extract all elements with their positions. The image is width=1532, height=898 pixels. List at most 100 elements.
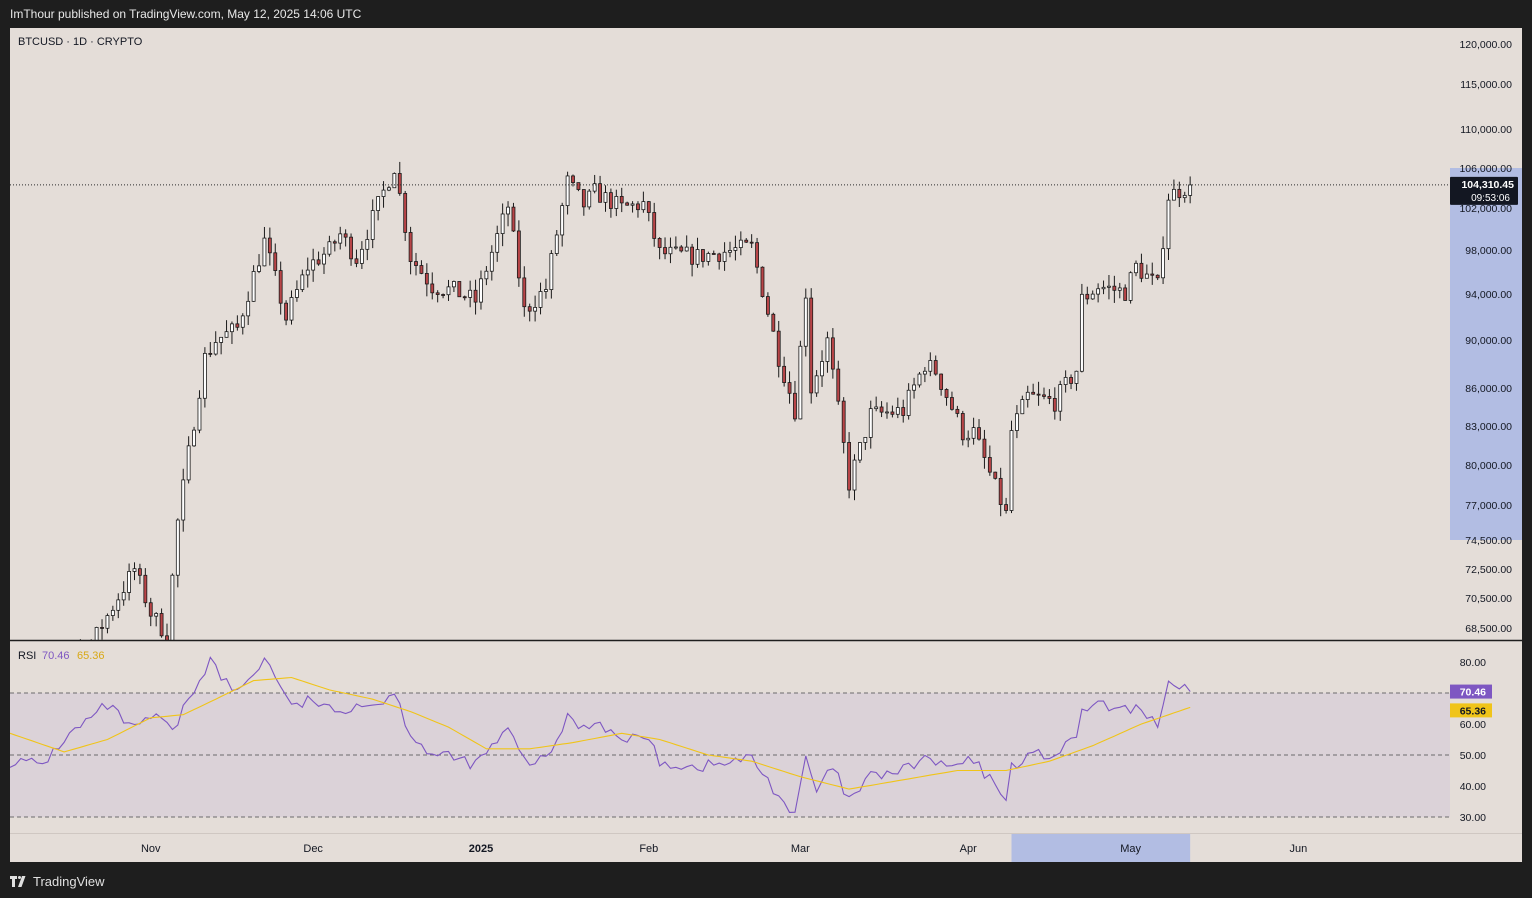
- price-candle[interactable]: [803, 288, 808, 357]
- price-candle[interactable]: [630, 201, 635, 213]
- price-candle[interactable]: [159, 608, 164, 638]
- price-candle[interactable]: [625, 201, 630, 206]
- price-candle[interactable]: [820, 350, 824, 387]
- price-candle[interactable]: [1025, 385, 1030, 408]
- price-candle[interactable]: [565, 171, 570, 215]
- price-candle[interactable]: [468, 280, 473, 308]
- price-candle[interactable]: [922, 367, 927, 383]
- price-candle[interactable]: [419, 260, 424, 275]
- price-candle[interactable]: [744, 238, 749, 243]
- price-candle[interactable]: [939, 373, 944, 396]
- price-candle[interactable]: [462, 295, 467, 301]
- price-candle[interactable]: [809, 288, 814, 404]
- price-candle[interactable]: [94, 626, 99, 649]
- price-candle[interactable]: [208, 342, 213, 358]
- price-candle[interactable]: [414, 252, 418, 276]
- price-candle[interactable]: [581, 189, 586, 216]
- price-candle[interactable]: [1004, 497, 1008, 514]
- price-candle[interactable]: [1123, 284, 1128, 301]
- rsi-pane[interactable]: 80.00 60.00 50.00 40.00 30.00 70.46 65.36: [10, 641, 1522, 833]
- price-candle[interactable]: [295, 280, 299, 302]
- chart-canvas[interactable]: 120,000.00 115,000.00 110,000.00 106,000.00…: [10, 28, 1522, 864]
- price-candle[interactable]: [1107, 274, 1111, 300]
- price-candle[interactable]: [1090, 290, 1095, 300]
- price-candle[interactable]: [1009, 420, 1014, 514]
- price-candle[interactable]: [484, 266, 489, 286]
- price-candle[interactable]: [452, 280, 456, 293]
- price-candle[interactable]: [1155, 274, 1160, 281]
- price-candle[interactable]: [284, 300, 288, 326]
- price-candle[interactable]: [408, 226, 413, 275]
- price-candle[interactable]: [1036, 381, 1041, 406]
- price-candle[interactable]: [322, 247, 326, 274]
- price-candle[interactable]: [273, 243, 278, 276]
- price-candle[interactable]: [874, 396, 879, 412]
- price-candle[interactable]: [1188, 176, 1193, 204]
- price-candle[interactable]: [830, 328, 835, 379]
- price-candle[interactable]: [646, 200, 651, 222]
- price-candle[interactable]: [1079, 283, 1084, 373]
- price-candle[interactable]: [500, 203, 505, 247]
- price-candle[interactable]: [619, 187, 624, 213]
- price-candle[interactable]: [538, 282, 543, 315]
- price-candle[interactable]: [814, 370, 819, 397]
- price-candle[interactable]: [673, 236, 678, 250]
- price-candle[interactable]: [917, 372, 922, 388]
- price-candle[interactable]: [1182, 191, 1187, 203]
- price-candle[interactable]: [733, 235, 738, 261]
- price-candle[interactable]: [506, 201, 510, 227]
- price-candle[interactable]: [186, 436, 191, 484]
- price-candle[interactable]: [711, 250, 716, 255]
- price-candle[interactable]: [495, 225, 500, 262]
- price-candle[interactable]: [110, 605, 115, 621]
- price-candle[interactable]: [327, 235, 332, 257]
- price-candle[interactable]: [955, 405, 960, 418]
- price-candle[interactable]: [430, 272, 435, 300]
- price-candle[interactable]: [1015, 405, 1019, 439]
- price-candle[interactable]: [105, 613, 110, 634]
- price-candle[interactable]: [663, 237, 667, 260]
- price-candle[interactable]: [262, 226, 267, 267]
- price-candle[interactable]: [1031, 383, 1036, 395]
- price-candle[interactable]: [127, 563, 131, 601]
- price-candle[interactable]: [576, 182, 581, 192]
- price-candle[interactable]: [154, 612, 159, 627]
- price-candle[interactable]: [300, 269, 305, 293]
- price-candle[interactable]: [982, 429, 987, 469]
- price-candle[interactable]: [977, 419, 981, 441]
- price-candle[interactable]: [684, 235, 689, 252]
- price-candle[interactable]: [868, 400, 873, 449]
- price-candle[interactable]: [987, 445, 992, 476]
- price-candle[interactable]: [879, 401, 884, 418]
- price-candle[interactable]: [895, 397, 900, 419]
- price-candle[interactable]: [1052, 387, 1057, 420]
- price-candle[interactable]: [1096, 283, 1101, 303]
- price-candle[interactable]: [1134, 260, 1138, 277]
- price-candle[interactable]: [636, 201, 640, 218]
- price-candle[interactable]: [435, 290, 440, 303]
- price-candle[interactable]: [359, 241, 364, 270]
- price-candle[interactable]: [695, 237, 700, 268]
- price-candle[interactable]: [148, 597, 153, 627]
- price-candle[interactable]: [354, 249, 359, 268]
- price-candle[interactable]: [230, 321, 234, 344]
- price-candle[interactable]: [479, 270, 483, 310]
- price-candle[interactable]: [841, 397, 846, 454]
- price-candle[interactable]: [316, 251, 321, 266]
- price-candle[interactable]: [381, 181, 386, 208]
- price-candle[interactable]: [397, 161, 402, 196]
- price-candle[interactable]: [549, 250, 554, 299]
- price-candle[interactable]: [1074, 370, 1079, 391]
- price-candle[interactable]: [906, 383, 911, 420]
- price-candle[interactable]: [197, 390, 202, 434]
- time-axis[interactable]: Nov Dec 2025 Feb Mar Apr May Jun: [10, 834, 1522, 862]
- price-candle[interactable]: [847, 432, 851, 499]
- price-candle[interactable]: [1139, 253, 1144, 283]
- price-candle[interactable]: [798, 340, 803, 420]
- price-candle[interactable]: [1047, 389, 1052, 405]
- price-candle[interactable]: [489, 245, 494, 281]
- price-candle[interactable]: [246, 291, 251, 325]
- price-candle[interactable]: [138, 563, 142, 585]
- price-candle[interactable]: [603, 185, 608, 212]
- price-candle[interactable]: [224, 320, 229, 338]
